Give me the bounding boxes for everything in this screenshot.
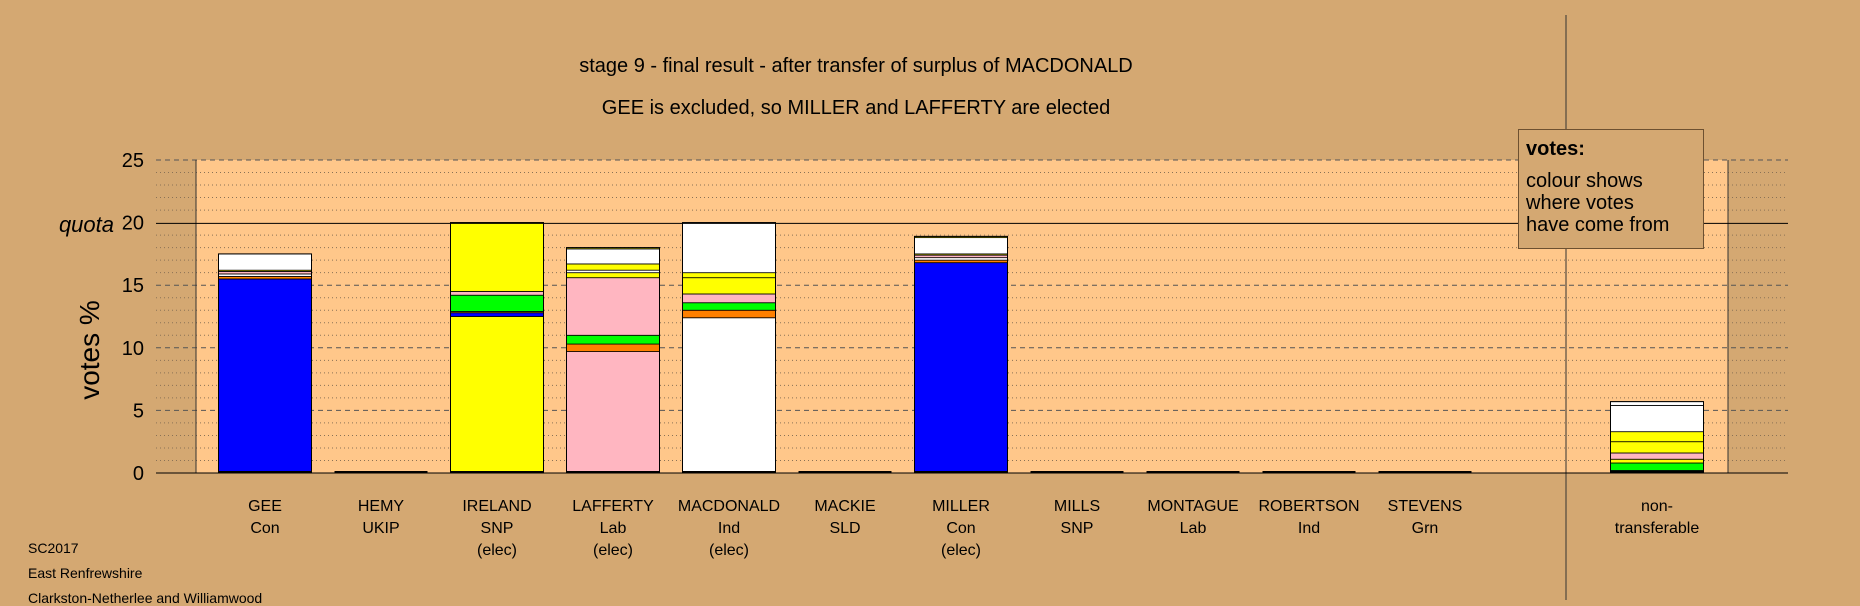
y-tick-labels: 0 5 10 15 20 25 xyxy=(122,150,144,485)
bar-segment xyxy=(566,263,660,271)
y-tick-label: 10 xyxy=(122,338,144,360)
chart-subtitle: GEE is excluded, so MILLER and LAFFERTY … xyxy=(602,97,1110,119)
candidate-status: (elec) xyxy=(709,542,749,559)
candidate-party: UKIP xyxy=(362,520,399,537)
bar-segment xyxy=(566,334,660,345)
y-tick-label: 20 xyxy=(122,213,144,235)
bar-segment xyxy=(1610,452,1704,460)
legend: votes: colour shows where votes have com… xyxy=(1518,129,1704,249)
bar-segment xyxy=(450,294,544,312)
candidate-party: transferable xyxy=(1615,520,1700,537)
bar-segment xyxy=(1610,404,1704,433)
bar-segment xyxy=(450,316,544,474)
candidate-name: ROBERTSON xyxy=(1258,498,1359,515)
candidate-name: IRELAND xyxy=(462,498,531,515)
bar-segment xyxy=(450,222,544,292)
candidate-name: MONTAGUE xyxy=(1147,498,1238,515)
candidate-party: Ind xyxy=(1298,520,1320,537)
candidate-party: SNP xyxy=(1061,520,1094,537)
candidate-status: (elec) xyxy=(593,542,633,559)
candidate-party: Con xyxy=(250,520,279,537)
bar-segment xyxy=(566,343,660,352)
bars-layer xyxy=(218,222,1704,474)
bar-segment xyxy=(450,291,544,296)
chart-title: stage 9 - final result - after transfer … xyxy=(579,55,1133,77)
bar-segment xyxy=(914,262,1008,474)
bar-segment xyxy=(218,278,312,474)
candidate-name: MACDONALD xyxy=(678,498,780,515)
candidate-name: MACKIE xyxy=(814,498,875,515)
footer-ward: Clarkston-Netherlee and Williamwood xyxy=(28,590,263,606)
quota-label: quota xyxy=(59,212,114,237)
footer-council: East Renfrewshire xyxy=(28,565,143,581)
bar-segment xyxy=(1610,441,1704,454)
y-axis-label: votes % xyxy=(74,300,105,400)
bar-segment xyxy=(682,272,776,279)
bar-segment xyxy=(566,272,660,279)
bar-segment xyxy=(682,293,776,304)
bar-segment xyxy=(914,237,1008,255)
candidate-name: non- xyxy=(1641,498,1673,515)
bar-segment xyxy=(1610,401,1704,406)
y-tick-label: 25 xyxy=(122,150,144,172)
footer-election: SC2017 xyxy=(28,540,79,556)
bar-segment xyxy=(1610,458,1704,464)
candidate-party: Lab xyxy=(1180,520,1207,537)
candidate-status: (elec) xyxy=(941,542,981,559)
legend-title: votes: xyxy=(1526,138,1585,160)
y-tick-label: 15 xyxy=(122,275,144,297)
candidate-party: SLD xyxy=(829,520,860,537)
candidate-name: STEVENS xyxy=(1388,498,1463,515)
candidate-status: (elec) xyxy=(477,542,517,559)
bar-segment xyxy=(218,253,312,271)
bar-segment xyxy=(566,248,660,265)
legend-line-2: where votes xyxy=(1526,192,1634,214)
candidate-party: Grn xyxy=(1412,520,1439,537)
bar-segment xyxy=(682,302,776,311)
bar-segment xyxy=(1610,431,1704,443)
bar-segment xyxy=(566,277,660,336)
candidate-party: Lab xyxy=(600,520,627,537)
y-tick-label: 5 xyxy=(133,400,144,422)
candidate-labels: GEE Con HEMY UKIP IRELAND SNP (elec) LAFFERTY La… xyxy=(248,498,1699,559)
candidate-party: Con xyxy=(946,520,975,537)
bar-segment xyxy=(682,309,776,319)
bar-segment xyxy=(566,351,660,474)
candidate-party: Ind xyxy=(718,520,740,537)
bar-segment xyxy=(1610,462,1704,471)
y-tick-label: 0 xyxy=(133,463,144,485)
bar-segment xyxy=(450,312,544,317)
candidate-name: LAFFERTY xyxy=(572,498,654,515)
candidate-name: HEMY xyxy=(358,498,405,515)
bar-segment xyxy=(682,277,776,295)
candidate-name: MILLER xyxy=(932,498,990,515)
candidate-party: SNP xyxy=(481,520,514,537)
bar-segment xyxy=(682,222,776,274)
legend-line-1: colour shows xyxy=(1526,170,1643,192)
candidate-name: MILLS xyxy=(1054,498,1100,515)
bar-segment xyxy=(682,317,776,474)
legend-line-3: have come from xyxy=(1526,214,1670,236)
major-grid xyxy=(156,159,1788,411)
candidate-name: GEE xyxy=(248,498,282,515)
